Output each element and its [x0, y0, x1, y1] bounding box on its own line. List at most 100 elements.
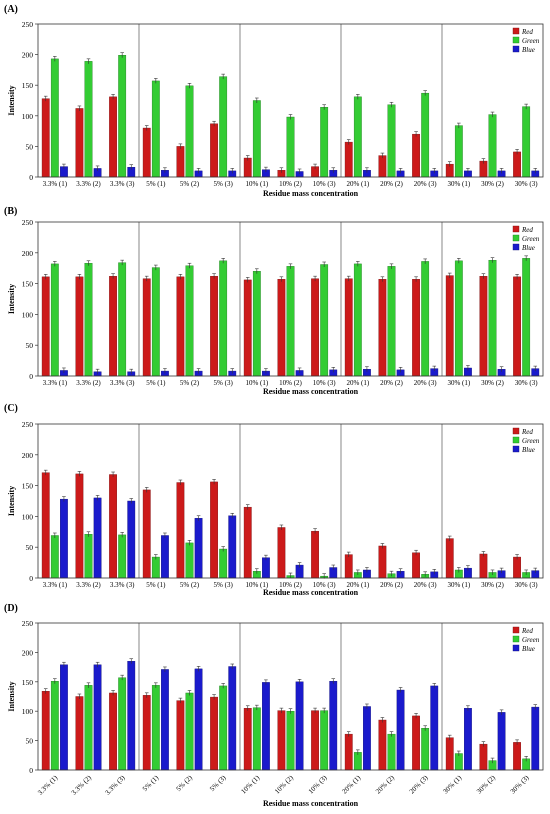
plot-frame	[37, 221, 544, 377]
bar-green-6	[252, 707, 261, 771]
y-axis-label: Intensity	[7, 85, 16, 115]
y-tick-label: 250	[22, 20, 34, 29]
x-tick-label: 10% (3)	[313, 379, 336, 387]
x-tick-label: 30% (3)	[515, 581, 538, 589]
bar-green-4	[185, 85, 194, 178]
bar-red-6	[243, 506, 252, 579]
y-tick-label: 100	[22, 112, 34, 121]
bar-red-0	[41, 276, 50, 377]
bar-red-11	[412, 552, 420, 579]
bar-red-9	[344, 554, 353, 579]
x-tick-label: 3.3% (3)	[110, 379, 135, 387]
bar-red-2	[109, 276, 117, 377]
x-tick-label: 5% (2)	[180, 180, 200, 188]
bar-green-8	[320, 264, 329, 377]
plot-frame	[37, 622, 544, 771]
bar-blue-0	[60, 664, 68, 771]
x-tick-label: 10% (2)	[279, 379, 302, 387]
x-tick-label: 20% (2)	[380, 581, 403, 589]
bar-green-1	[84, 685, 93, 771]
bar-green-14	[522, 258, 531, 377]
bar-blue-3	[161, 669, 169, 771]
legend-label-green: Green	[522, 235, 540, 243]
x-tick-label: 10% (3)	[313, 581, 336, 589]
chart-panel-b: (B) 0 50 100 150 200 250 Intensity 3.3% (1) 3.3% …	[4, 206, 544, 396]
bar-green-5	[219, 685, 228, 771]
x-tick-label: 10% (1)	[245, 581, 268, 589]
bar-red-1	[75, 696, 84, 771]
bar-red-10	[378, 545, 387, 579]
bar-red-2	[109, 474, 117, 579]
x-tick-label: 3.3% (2)	[76, 581, 101, 589]
bar-red-7	[277, 527, 286, 579]
bar-blue-11	[430, 685, 439, 771]
x-tick-label: 5% (1)	[146, 581, 166, 589]
x-tick-label: 5% (3)	[214, 180, 234, 188]
x-tick-label: 20% (2)	[374, 773, 396, 795]
y-axis-label: Intensity	[7, 681, 16, 711]
x-tick-label: 3.3% (2)	[76, 379, 101, 387]
bar-green-8	[320, 710, 329, 771]
bar-green-5	[219, 76, 228, 178]
bar-red-6	[243, 279, 252, 377]
x-tick-label: 30% (2)	[481, 581, 504, 589]
bar-blue-4	[194, 668, 203, 771]
bar-blue-5	[228, 666, 237, 771]
x-tick-label: 20% (1)	[346, 379, 369, 387]
x-tick-label: 20% (1)	[341, 773, 363, 795]
bar-green-9	[353, 96, 362, 178]
bar-green-13	[488, 114, 497, 178]
bar-green-3	[151, 267, 160, 377]
y-tick-label: 0	[29, 372, 33, 381]
x-tick-label: 5% (3)	[214, 379, 234, 387]
y-axis-label: Intensity	[7, 486, 16, 516]
legend-label-blue: Blue	[522, 46, 535, 54]
x-tick-label: 3.3% (1)	[43, 581, 68, 589]
x-axis-label: Residue mass concentration	[263, 387, 359, 396]
chart-panel-a: (A) 0 50 100 150 200 250 Intensity 3.3% (1) 3.3% …	[4, 4, 544, 198]
x-tick-label: 5% (2)	[180, 379, 200, 387]
x-tick-label: 5% (3)	[214, 581, 234, 589]
x-tick-label: 30% (1)	[447, 581, 470, 589]
bar-red-13	[479, 553, 488, 579]
bar-green-1	[84, 61, 93, 178]
bar-green-4	[185, 692, 194, 771]
legend-label-blue: Blue	[522, 645, 535, 653]
bar-green-5	[219, 548, 228, 579]
legend-label-red: Red	[521, 226, 533, 234]
chart-panel-c: (C) 0 50 100 150 200 250 Intensity 3.3% (1) 3.3% …	[4, 403, 544, 597]
bar-green-2	[118, 55, 127, 178]
bar-red-5	[210, 276, 218, 377]
y-tick-label: 50	[26, 737, 34, 746]
y-tick-label: 50	[26, 142, 34, 151]
x-tick-label: 3.3% (3)	[104, 773, 127, 796]
bar-red-8	[311, 710, 319, 771]
x-tick-label: 30% (2)	[481, 180, 504, 188]
bar-green-13	[488, 259, 497, 377]
x-tick-label: 5% (2)	[175, 773, 195, 793]
bar-red-3	[142, 695, 151, 771]
legend-label-green: Green	[522, 636, 540, 644]
y-tick-label: 100	[22, 707, 34, 716]
x-tick-label: 3.3% (2)	[76, 180, 101, 188]
x-tick-label: 5% (2)	[180, 581, 200, 589]
bar-red-4	[176, 482, 185, 579]
bar-red-4	[176, 276, 185, 377]
x-tick-label: 10% (1)	[245, 379, 268, 387]
bar-red-3	[142, 127, 151, 178]
bar-red-9	[344, 278, 353, 377]
x-tick-label: 30% (3)	[515, 180, 538, 188]
bar-blue-6	[262, 557, 270, 579]
bar-red-4	[176, 146, 185, 178]
bar-red-12	[445, 275, 454, 377]
legend-label-red: Red	[521, 627, 533, 635]
bar-green-4	[185, 265, 194, 377]
bar-red-6	[243, 157, 252, 178]
bar-green-0	[50, 681, 59, 771]
bar-green-1	[84, 534, 93, 579]
bar-red-14	[513, 742, 521, 771]
bar-red-7	[277, 279, 286, 377]
y-tick-label: 150	[22, 482, 34, 491]
bar-red-6	[243, 708, 252, 771]
